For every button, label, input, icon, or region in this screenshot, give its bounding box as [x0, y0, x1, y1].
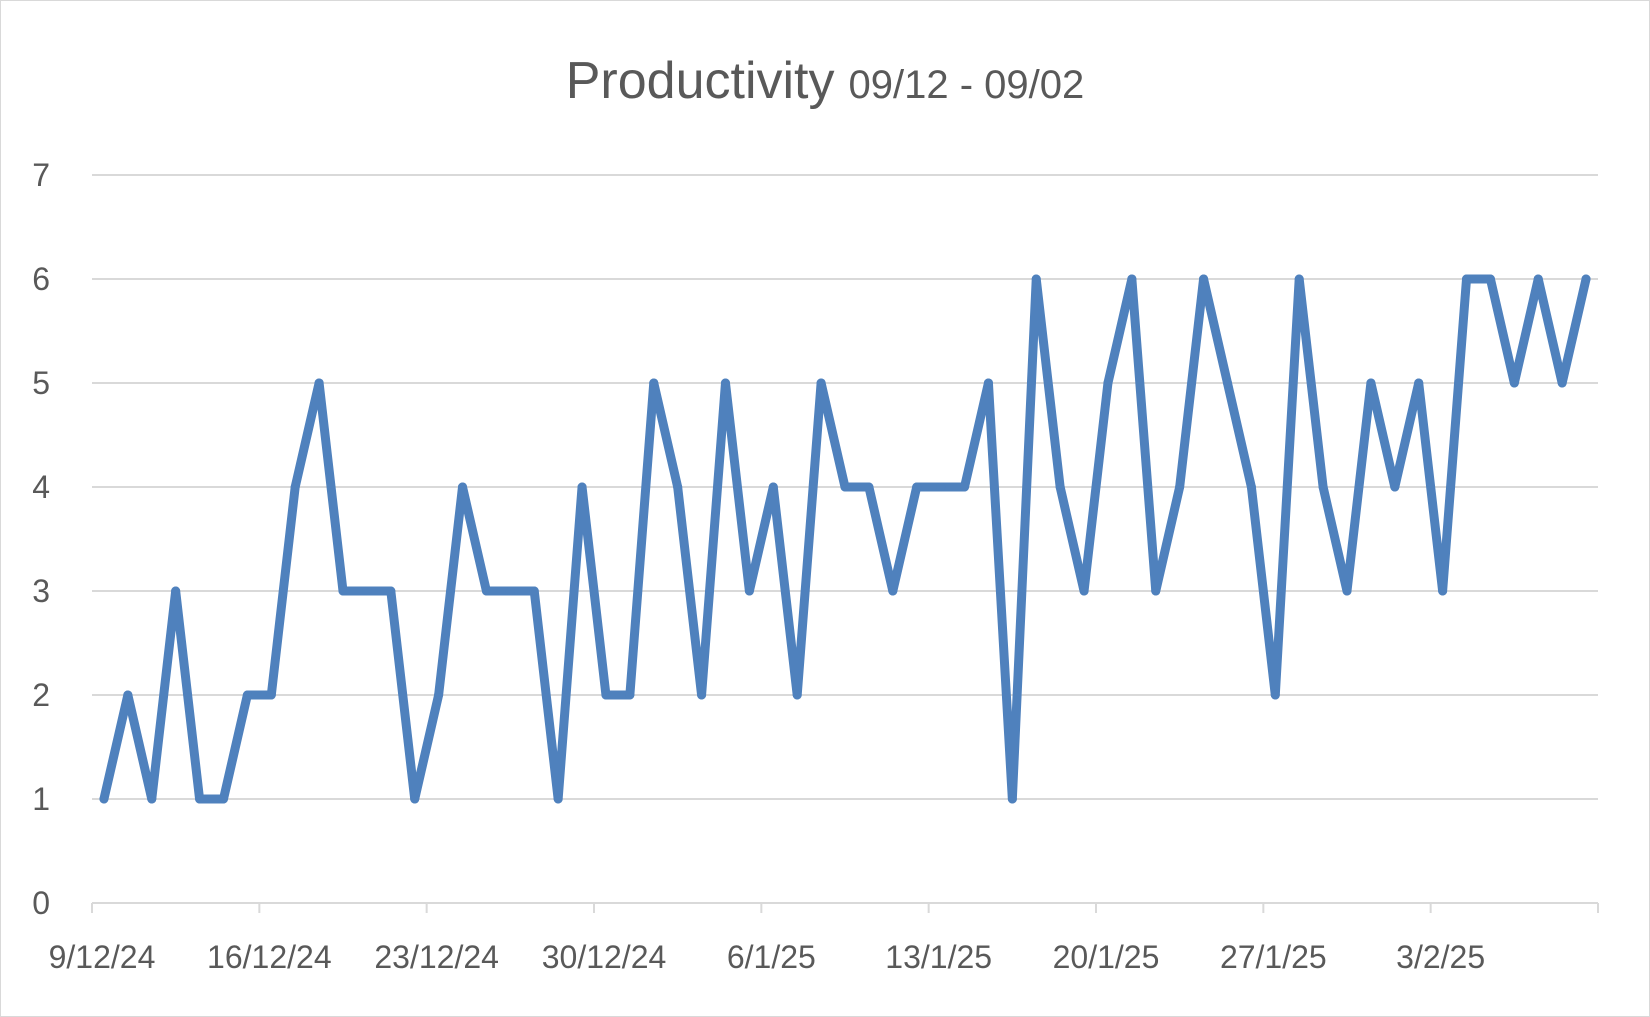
y-tick-label: 3: [32, 573, 50, 609]
series-productivity: [99, 274, 1591, 804]
data-point: [266, 690, 276, 700]
data-point: [1127, 274, 1137, 284]
y-tick-label: 0: [32, 885, 50, 921]
data-point: [314, 378, 324, 388]
data-point: [1414, 378, 1424, 388]
data-point: [505, 586, 515, 596]
data-point: [386, 586, 396, 596]
data-point: [458, 482, 468, 492]
data-point: [242, 690, 252, 700]
data-point: [1222, 378, 1232, 388]
data-point: [720, 378, 730, 388]
gridlines: [92, 174, 1598, 800]
data-point: [888, 586, 898, 596]
data-point: [1533, 274, 1543, 284]
y-tick-label: 7: [32, 157, 50, 193]
data-point: [123, 690, 133, 700]
data-point: [481, 586, 491, 596]
y-tick-label: 5: [32, 365, 50, 401]
data-point: [577, 482, 587, 492]
data-point: [1103, 378, 1113, 388]
data-point: [290, 482, 300, 492]
data-point: [218, 794, 228, 804]
data-point: [840, 482, 850, 492]
data-point: [625, 690, 635, 700]
y-tick-label: 4: [32, 469, 50, 505]
data-point: [410, 794, 420, 804]
data-point: [1557, 378, 1567, 388]
y-tick-label: 6: [32, 261, 50, 297]
series-line: [99, 274, 1591, 804]
x-tick-label: 3/2/25: [1396, 939, 1485, 975]
data-point: [697, 690, 707, 700]
data-point: [768, 482, 778, 492]
x-tick-label: 16/12/24: [207, 939, 332, 975]
data-point: [1366, 378, 1376, 388]
y-tick-label: 1: [32, 781, 50, 817]
data-point: [1270, 690, 1280, 700]
data-point: [649, 378, 659, 388]
data-point: [1175, 482, 1185, 492]
data-point: [1438, 586, 1448, 596]
data-point: [1462, 274, 1472, 284]
data-point: [1055, 482, 1065, 492]
data-point: [1079, 586, 1089, 596]
y-tick-label: 2: [32, 677, 50, 713]
data-point: [792, 690, 802, 700]
data-point: [912, 482, 922, 492]
data-point: [195, 794, 205, 804]
data-point: [434, 690, 444, 700]
data-point: [744, 586, 754, 596]
data-point: [362, 586, 372, 596]
x-tick-label: 9/12/24: [49, 939, 156, 975]
data-point: [960, 482, 970, 492]
data-point: [529, 586, 539, 596]
y-axis-labels: 0 1 2 3 4 5 6 7: [32, 157, 50, 921]
data-point: [171, 586, 181, 596]
data-point: [601, 690, 611, 700]
x-tick-label: 23/12/24: [374, 939, 499, 975]
data-point: [864, 482, 874, 492]
data-point: [147, 794, 157, 804]
data-point: [553, 794, 563, 804]
x-axis: 9/12/24 16/12/24 23/12/24 30/12/24 6/1/25 13/…: [49, 902, 1599, 975]
data-point: [1151, 586, 1161, 596]
data-point: [673, 482, 683, 492]
data-point: [936, 482, 946, 492]
data-point: [1485, 274, 1495, 284]
data-point: [1007, 794, 1017, 804]
data-point: [1246, 482, 1256, 492]
data-point: [983, 378, 993, 388]
data-point: [1318, 482, 1328, 492]
x-tick-label: 27/1/25: [1220, 939, 1327, 975]
data-point: [1390, 482, 1400, 492]
data-point: [1509, 378, 1519, 388]
chart-title-main: Productivity: [566, 52, 835, 110]
data-point: [816, 378, 826, 388]
x-tick-label: 20/1/25: [1053, 939, 1160, 975]
data-point: [1031, 274, 1041, 284]
chart-title: Productivity 09/12 - 09/02: [566, 52, 1085, 110]
x-tick-label: 30/12/24: [542, 939, 667, 975]
data-point: [1581, 274, 1591, 284]
data-point: [1294, 274, 1304, 284]
chart-title-date-range: 09/12 - 09/02: [849, 63, 1085, 107]
data-point: [99, 794, 109, 804]
x-tick-label: 6/1/25: [727, 939, 816, 975]
x-tick-label: 13/1/25: [885, 939, 992, 975]
data-point: [1199, 274, 1209, 284]
data-point: [338, 586, 348, 596]
data-point: [1342, 586, 1352, 596]
